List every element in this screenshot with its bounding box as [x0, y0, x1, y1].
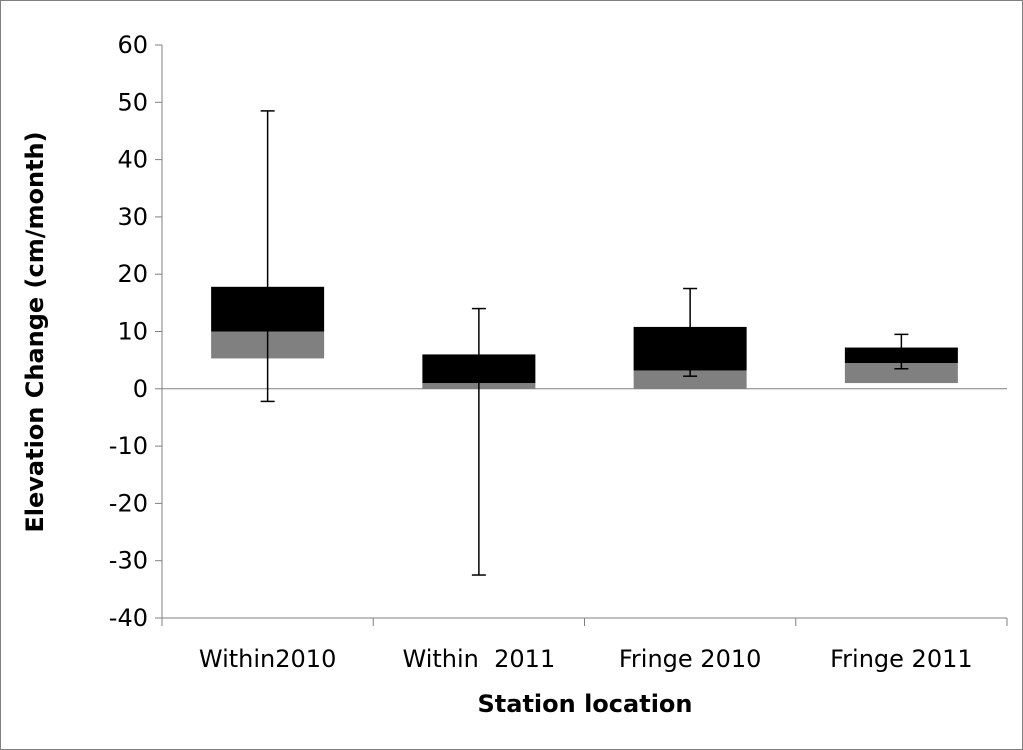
y-axis-title: Elevation Change (cm/month)	[21, 131, 49, 532]
y-tick-label: 20	[117, 260, 148, 288]
x-tick-label: Fringe 2010	[619, 645, 762, 673]
y-tick-label: -40	[109, 604, 148, 632]
y-tick-label: 40	[117, 146, 148, 174]
box-lower	[633, 370, 747, 389]
y-tick-label: -10	[109, 432, 148, 460]
x-tick-label: Within2010	[199, 645, 336, 673]
x-axis-title: Station location	[478, 690, 693, 718]
plot-area: 60 50 40 30 20 10 0 -10 -20 -30 -40 Within2010 Withi…	[109, 31, 1008, 673]
y-tick-label: 50	[117, 88, 148, 116]
y-tick-label: 60	[117, 31, 148, 59]
x-tick-label: Fringe 2011	[830, 645, 973, 673]
y-tick-label: 10	[117, 318, 148, 346]
y-tick-label: 0	[133, 375, 148, 403]
y-tick-label: -30	[109, 547, 148, 575]
y-tick-label: -20	[109, 489, 148, 517]
y-tick-label: 30	[117, 203, 148, 231]
x-tick-label: Within 2011	[403, 645, 556, 673]
box-lower	[844, 363, 958, 384]
